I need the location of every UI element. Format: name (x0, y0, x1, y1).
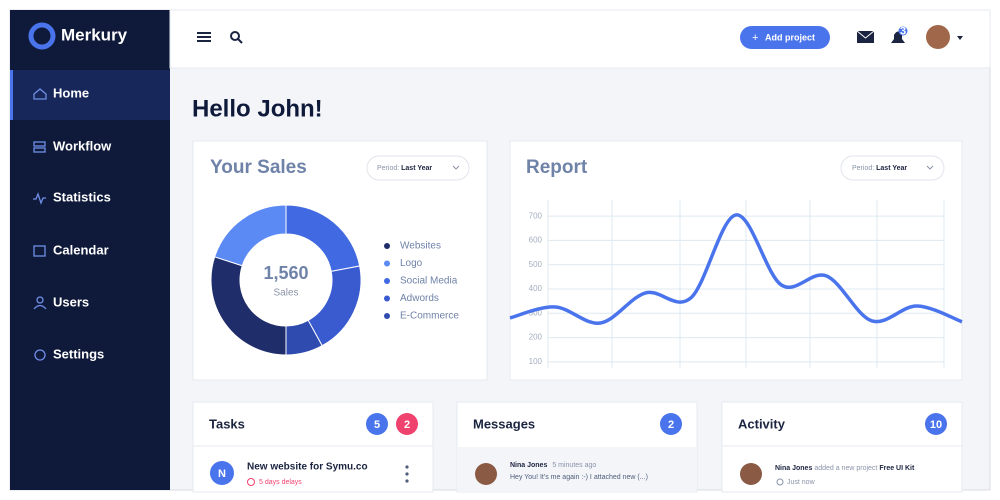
nav-item[interactable]: Workflow (53, 138, 112, 153)
search[interactable] (230, 31, 243, 44)
greeting: Hello John! (192, 95, 323, 122)
task-avatar (210, 461, 234, 485)
topbar (169, 9, 991, 69)
badge (925, 413, 947, 435)
v-grid (547, 200, 945, 368)
line-series (509, 213, 963, 325)
nav-icons (33, 88, 47, 361)
donut-caption: Sales (273, 288, 298, 299)
kebab[interactable] (405, 465, 409, 483)
y-tick-label: 300 (529, 308, 543, 317)
add-project-label[interactable]: Add project (765, 32, 815, 42)
card-title: Your Sales (210, 157, 307, 178)
legend-dot (384, 278, 390, 284)
period-select[interactable] (366, 155, 470, 181)
message-time: 5 minutes ago (552, 462, 596, 469)
period-label: Period: Last Year (377, 165, 432, 172)
legend-label: Websites (400, 241, 441, 252)
actor-avatar (740, 463, 762, 485)
donut: Websites Logo Social Media Adwords E-Commerc… (210, 204, 459, 356)
legend-label: Adwords (400, 293, 439, 304)
badge (396, 413, 418, 435)
brand: Merkury (61, 25, 128, 44)
legend-label: Social Media (400, 276, 458, 287)
clock-icon (776, 478, 784, 486)
y-tick-label: 100 (529, 357, 543, 366)
donut-total: 1,560 (263, 263, 308, 283)
activity-time: Just now (787, 479, 816, 486)
card-title: Tasks (209, 416, 245, 431)
badge-count: 2 (404, 419, 410, 431)
period-select[interactable] (840, 155, 945, 181)
user-caret[interactable] (957, 36, 963, 40)
nav-active-bg (10, 70, 170, 120)
badge-count: 10 (930, 419, 942, 431)
legend-dot (384, 260, 390, 267)
card-title: Activity (738, 416, 786, 431)
nav-active-bar (10, 70, 13, 120)
card-title: Report (526, 157, 588, 178)
report-card (509, 140, 963, 381)
logo (28, 22, 56, 50)
sender-name: Nina Jones (510, 462, 547, 469)
activity-card (721, 401, 963, 493)
badge (660, 413, 682, 435)
task-title[interactable]: New website for Symu.co (247, 462, 368, 473)
user-avatar[interactable] (926, 25, 950, 49)
y-tick-label: 200 (529, 333, 543, 342)
y-tick-label: 500 (529, 260, 543, 269)
svg-text:Nina Jones 5 minutes ago: Nina Jones 5 minutes ago (510, 462, 596, 469)
badge-count: 5 (374, 419, 380, 431)
message-text: Hey You! It's me again :-) I attached ne… (510, 474, 648, 481)
plus-icon: + (752, 32, 758, 44)
badge-count: 2 (668, 419, 674, 431)
nav-item[interactable]: Calendar (53, 242, 109, 257)
y-tick-label: 400 (529, 284, 543, 293)
legend-dot (384, 243, 390, 249)
mail-icon[interactable] (856, 30, 875, 43)
sender-avatar (475, 463, 497, 485)
y-tick-label: 600 (529, 236, 543, 245)
activity-action: added a new project (814, 465, 877, 472)
menu-toggle[interactable] (197, 32, 211, 42)
period-label: Period: Last Year (852, 165, 907, 172)
nav-item[interactable]: Users (53, 294, 89, 309)
caret (926, 165, 934, 170)
nav-item[interactable]: Statistics (53, 189, 111, 204)
actor-name: Nina Jones (775, 465, 812, 472)
task-initial: N (218, 468, 226, 480)
notif-count: 3 (900, 25, 906, 37)
legend-label: E-Commerce (400, 311, 459, 322)
badge (366, 413, 388, 435)
task-status: 5 days delays (259, 479, 302, 486)
caret (452, 165, 460, 170)
svg-text:Nina Jones added a new project: Nina Jones added a new project Free UI K… (775, 465, 915, 472)
nav-item[interactable]: Settings (53, 346, 104, 361)
line-chart: 100 200 300 400 500 600 700 (509, 211, 963, 366)
legend-dot (384, 295, 390, 302)
y-tick-label: 700 (529, 211, 543, 220)
card-title: Messages (473, 416, 535, 431)
nav-item[interactable]: Home (53, 85, 89, 100)
add-project-button[interactable] (740, 26, 830, 49)
clock-icon (247, 478, 255, 486)
activity-object[interactable]: Free UI Kit (879, 465, 915, 472)
donut-slice (285, 319, 323, 356)
message-row[interactable] (458, 447, 696, 491)
legend-label: Logo (400, 258, 423, 269)
legend-dot (384, 313, 390, 319)
notif-badge (898, 26, 908, 36)
